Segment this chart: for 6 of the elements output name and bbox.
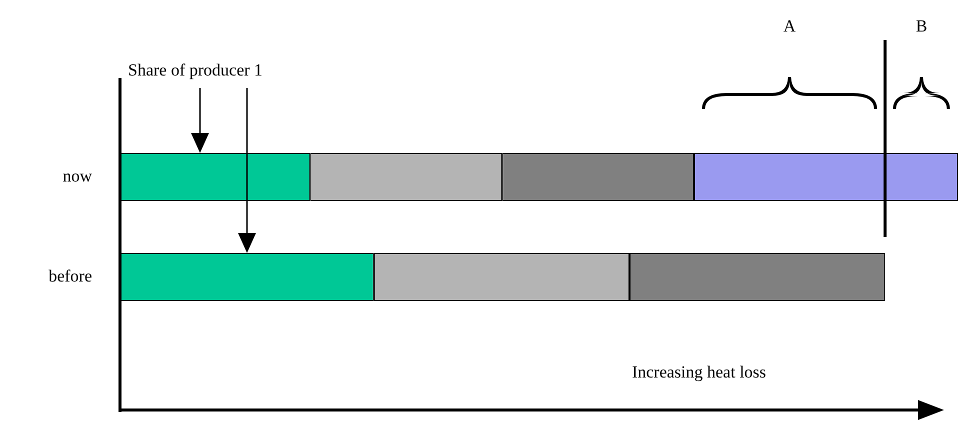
- text: A: [783, 16, 796, 36]
- annotation: Increasing heat loss: [632, 362, 766, 382]
- text: B: [916, 16, 928, 36]
- y-tick-label: before: [48, 266, 92, 286]
- y-tick-label: now: [62, 166, 93, 186]
- annotation: Share of producer 1: [128, 60, 263, 80]
